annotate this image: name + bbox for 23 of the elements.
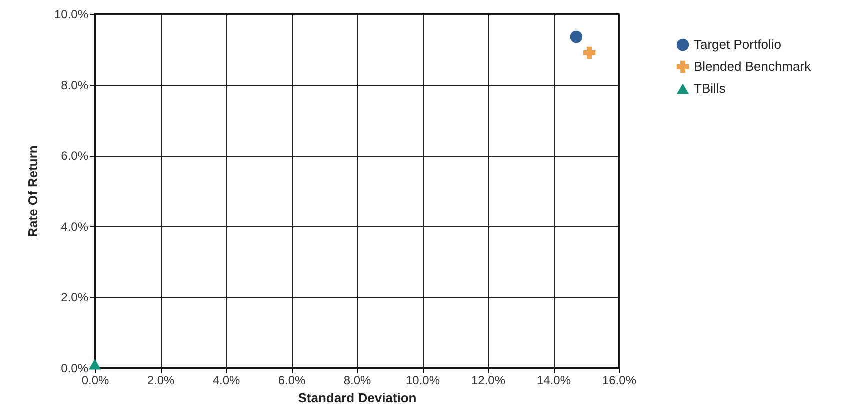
x-tick-label: 16.0% [602, 374, 637, 388]
y-tick-label: 10.0% [54, 8, 89, 22]
legend-label: TBills [694, 81, 726, 96]
x-tick-label: 6.0% [278, 374, 306, 388]
y-tick-label: 4.0% [61, 220, 89, 234]
point [570, 30, 583, 44]
x-tick-label: 12.0% [471, 374, 506, 388]
x-tick-label: 4.0% [212, 374, 240, 388]
point [88, 359, 102, 370]
point [583, 46, 596, 60]
x-tick-label: 14.0% [536, 374, 572, 388]
x-tick-label: 0.0% [82, 374, 110, 388]
x-tick-label: 2.0% [147, 374, 175, 388]
legend-label: Target Portfolio [694, 37, 782, 52]
y-axis-title: Rate Of Return [25, 146, 40, 238]
x-axis-title: Standard Deviation [298, 390, 417, 406]
x-tick-label: 10.0% [406, 374, 440, 388]
y-tick-label: 2.0% [61, 290, 89, 305]
y-tick-label: 0.0% [61, 362, 89, 376]
y-tick-label: 6.0% [61, 149, 89, 164]
y-tick-label: 8.0% [61, 78, 89, 92]
legend-label: Blended Benchmark [694, 59, 812, 74]
x-tick-label: 8.0% [344, 374, 372, 388]
